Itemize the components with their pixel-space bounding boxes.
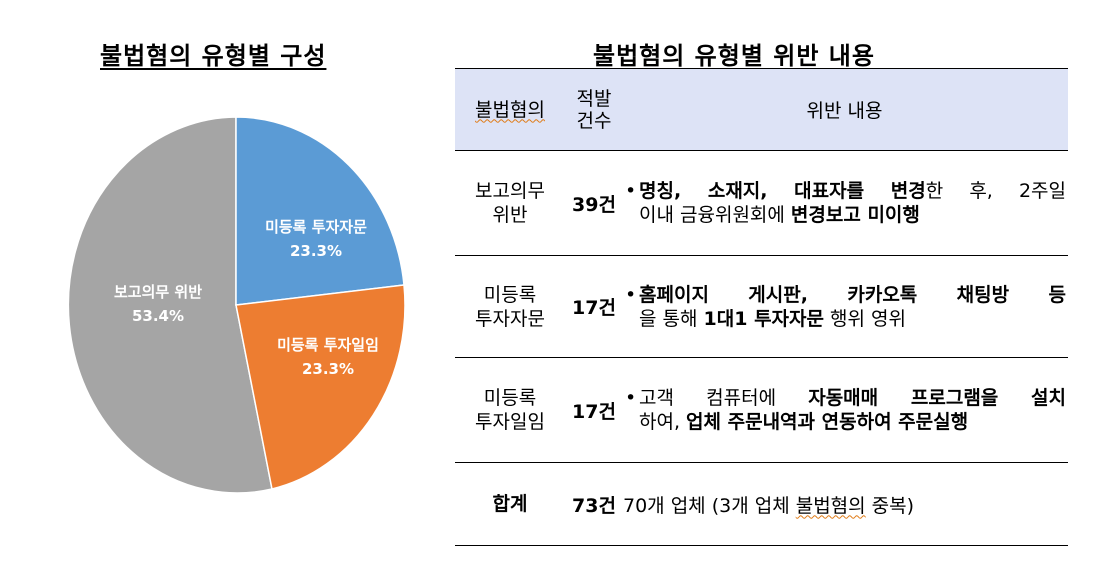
total-desc-text: 70개 업체 (3개 업체 [623,494,796,517]
desc-text: 한 후, 2주일 [925,180,1066,202]
header-type: 불법혐의 [455,68,565,151]
row-type-line1: 미등록 [483,283,537,306]
table-row: 미등록 투자일임 17건 • 고객 컴퓨터에 자동매매 프로그램을 설치 하여,… [455,357,1068,463]
pie-label-name: 보고의무 위반 [113,283,203,301]
desc-bold: 1대1 투자자문 [703,307,824,330]
pie-slice-report-violation [67,116,273,494]
header-count-line1: 적발 [576,87,612,110]
bullet-icon: • [625,283,637,306]
desc-text: 하여, [639,411,687,433]
row-count: 17건 [565,255,623,358]
row-type-line2: 위반 [492,204,528,226]
pie-label-name: 미등록 투자일임 [277,336,379,354]
header-content: 위반 내용 [623,68,1068,151]
desc-bold: 홈페이지 게시판, 카카오톡 채팅방 등 [639,283,1066,306]
desc-text: 을 통해 [639,307,704,330]
desc-bold: 업체 주문내역과 연동하여 주문실행 [686,411,969,433]
row-desc: • 고객 컴퓨터에 자동매매 프로그램을 설치 하여, 업체 주문내역과 연동하… [623,357,1068,463]
pie-label-report: 보고의무 위반 53.4% [88,280,228,328]
desc-bold: 자동매매 프로그램을 설치 [808,387,1066,409]
table-row: 미등록 투자자문 17건 • 홈페이지 게시판, 카카오톡 채팅방 등 을 통해… [455,255,1068,358]
row-type: 미등록 투자자문 [455,255,565,358]
table-total-row: 합계 73건 70개 업체 (3개 업체 불법혐의 중복) [455,462,1068,546]
total-label: 합계 [455,462,565,546]
total-count: 73건 [565,462,623,546]
desc-text: 이내 금융위원회에 [639,204,791,226]
row-desc: • 명칭, 소재지, 대표자를 변경한 후, 2주일 이내 금융위원회에 변경보… [623,150,1068,256]
desc-bold: 명칭, 소재지, 대표자를 변경 [639,180,926,202]
row-type-line1: 보고의무 [475,180,545,202]
row-count: 39건 [565,150,623,256]
desc-text: 고객 컴퓨터에 [639,387,809,409]
pie-chart-title: 불법혐의 유형별 구성 [100,42,327,70]
bullet-icon: • [625,387,637,409]
header-count: 적발 건수 [565,68,623,151]
pie-label-discretionary: 미등록 투자일임 23.3% [258,333,398,381]
total-desc-text: 중복) [865,494,915,517]
row-desc: • 홈페이지 게시판, 카카오톡 채팅방 등 을 통해 1대1 투자자문 행위 … [623,255,1068,358]
pie-label-name: 미등록 투자자문 [265,218,367,236]
total-desc: 70개 업체 (3개 업체 불법혐의 중복) [623,462,1068,546]
row-count: 17건 [565,357,623,463]
row-type: 미등록 투자일임 [455,357,565,463]
pie-chart [67,116,406,494]
desc-text: 행위 영위 [824,307,906,330]
total-desc-text: 불법혐의 [795,494,866,517]
pie-label-pct: 23.3% [289,242,343,260]
row-type-line2: 투자일임 [475,411,545,433]
pie-label-pct: 23.3% [301,360,355,378]
violation-table: 불법혐의 적발 건수 위반 내용 보고의무 위반 39건 • 명칭, 소재지, … [455,68,1068,546]
bullet-icon: • [625,180,637,202]
row-type-line1: 미등록 [483,387,537,409]
table-row: 보고의무 위반 39건 • 명칭, 소재지, 대표자를 변경한 후, 2주일 이… [455,150,1068,256]
header-count-line2: 건수 [576,109,612,132]
pie-slice-unregistered-advisory [235,116,405,306]
desc-bold: 변경보고 미이행 [790,204,920,226]
row-type: 보고의무 위반 [455,150,565,256]
table-header-row: 불법혐의 적발 건수 위반 내용 [455,68,1068,151]
table-title: 불법혐의 유형별 위반 내용 [593,42,875,70]
pie-label-pct: 53.4% [131,307,185,325]
row-type-line2: 투자자문 [475,307,545,330]
pie-slice-unregistered-discretionary [235,284,406,490]
pie-label-advisory: 미등록 투자자문 23.3% [246,215,386,263]
header-type-label: 불법혐의 [475,98,545,121]
